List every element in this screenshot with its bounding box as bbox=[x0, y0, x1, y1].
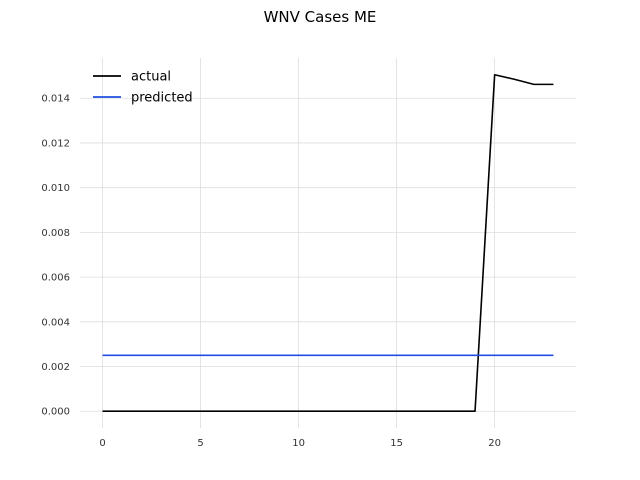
x-tick-label: 10 bbox=[292, 438, 305, 449]
chart-title: WNV Cases ME bbox=[264, 8, 377, 26]
x-tick-label: 5 bbox=[197, 438, 203, 449]
y-tick-label: 0.004 bbox=[41, 317, 70, 328]
tick-labels: 0 5 10 15 20 0.000 0.002 0.004 0.006 0.008 0.010 0.… bbox=[41, 94, 501, 449]
y-tick-label: 0.012 bbox=[41, 138, 70, 149]
grid bbox=[80, 58, 576, 428]
x-tick-label: 15 bbox=[390, 438, 403, 449]
y-tick-label: 0.002 bbox=[41, 362, 70, 373]
y-tick-label: 0.014 bbox=[41, 94, 70, 105]
legend-label-predicted: predicted bbox=[131, 91, 193, 106]
series-lines bbox=[102, 73, 554, 413]
y-tick-label: 0.000 bbox=[41, 407, 70, 418]
x-tick-label: 20 bbox=[488, 438, 501, 449]
series-line-actual bbox=[102, 73, 554, 413]
y-tick-label: 0.010 bbox=[41, 183, 70, 194]
legend-label-actual: actual bbox=[131, 70, 171, 85]
y-tick-label: 0.006 bbox=[41, 273, 70, 284]
y-tick-label: 0.008 bbox=[41, 228, 70, 239]
legend: actual predicted bbox=[93, 70, 193, 106]
x-tick-label: 0 bbox=[99, 438, 105, 449]
